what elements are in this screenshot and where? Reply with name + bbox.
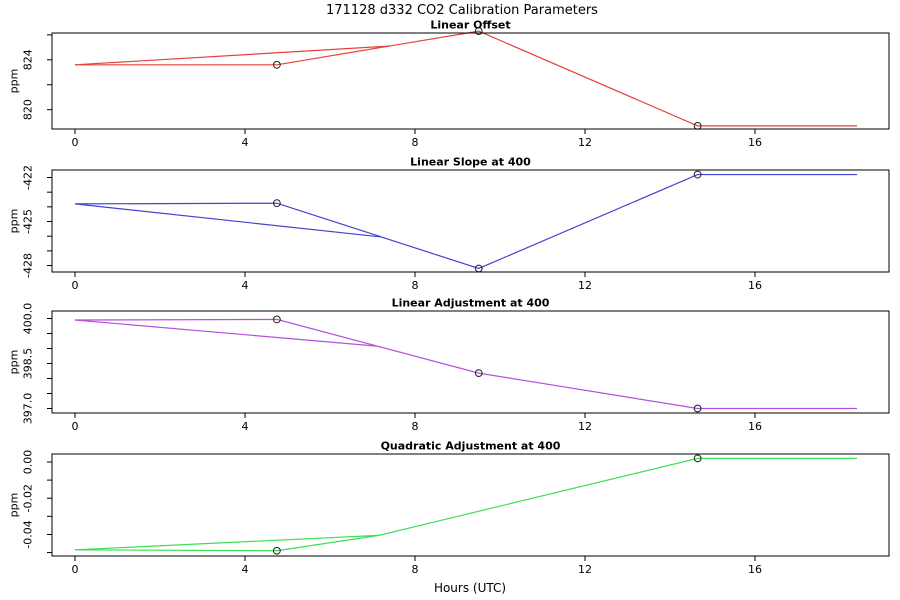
- data-point-marker: [272, 60, 281, 69]
- x-tick-label: 16: [748, 136, 762, 149]
- panel-border: [51, 169, 890, 273]
- y-tick-label: -0.02: [22, 484, 35, 512]
- panel-linear-slope-at-400: Linear Slope at 400 -428 -425 -422 0 4 8 12 16 pp…: [8, 156, 890, 292]
- y-tick-label: -0.04: [22, 520, 35, 548]
- x-tick-label: 0: [72, 420, 79, 433]
- x-tick-label: 8: [412, 136, 419, 149]
- y-tick-label: 0.00: [22, 450, 35, 475]
- x-tick-label: 12: [578, 136, 592, 149]
- panel-linear-offset: Linear Offset 820 824 0 4 8 12 16 ppm: [8, 19, 890, 149]
- panel-border: [51, 32, 890, 130]
- x-tick-label: 12: [578, 563, 592, 576]
- y-tick-label: -425: [22, 209, 35, 234]
- panel-title-linear-slope-at-400: Linear Slope at 400: [410, 156, 531, 169]
- x-tick-label: 4: [242, 563, 249, 576]
- series-fit-through-points-quadratic-adjustment-at-400: [74, 457, 857, 552]
- y-axis-label-linear-slope-at-400: ppm: [8, 209, 21, 234]
- x-tick-label: 8: [412, 563, 419, 576]
- y-tick-label: 398.5: [22, 348, 35, 380]
- y-tick-label: 397.0: [22, 393, 35, 425]
- series-fit-through-points-linear-offset: [75, 30, 857, 127]
- y-axis-label-linear-adjustment-at-400: ppm: [8, 350, 21, 375]
- x-tick-label: 8: [412, 420, 419, 433]
- panel-border: [51, 453, 890, 557]
- x-tick-label: 4: [242, 279, 249, 292]
- data-point-marker: [693, 404, 702, 413]
- series-fit-through-points-linear-slope-at-400: [74, 173, 857, 270]
- x-tick-label: 16: [748, 563, 762, 576]
- x-tick-label: 0: [72, 563, 79, 576]
- series-fit-direct-quadratic-adjustment-at-400: [74, 534, 379, 551]
- panel-linear-adjustment-at-400: Linear Adjustment at 400 397.0 398.5 400.0 0…: [8, 297, 890, 433]
- x-tick-label: 12: [578, 420, 592, 433]
- x-tick-label: 16: [748, 279, 762, 292]
- x-tick-label: 4: [242, 136, 249, 149]
- x-tick-label: 0: [72, 136, 79, 149]
- panel-title-quadratic-adjustment-at-400: Quadratic Adjustment at 400: [381, 440, 561, 453]
- series-fit-direct-linear-slope-at-400: [74, 203, 382, 238]
- y-tick-label: 400.0: [22, 303, 35, 335]
- y-tick-label: -422: [22, 165, 35, 190]
- y-axis-label-quadratic-adjustment-at-400: ppm: [8, 493, 21, 518]
- panel-title-linear-offset: Linear Offset: [430, 19, 510, 32]
- x-tick-label: 16: [748, 420, 762, 433]
- data-point-marker: [474, 369, 483, 378]
- data-point-marker: [272, 199, 281, 208]
- x-tick-label: 8: [412, 279, 419, 292]
- series-fit-through-points-linear-adjustment-at-400: [74, 318, 857, 410]
- y-tick-label: 820: [22, 99, 35, 120]
- data-point-marker: [693, 170, 702, 179]
- panel-border: [51, 310, 890, 414]
- data-point-marker: [272, 315, 281, 324]
- data-point-marker: [474, 27, 483, 36]
- y-axis-label-linear-offset: ppm: [8, 69, 21, 94]
- data-point-marker: [272, 546, 281, 555]
- panel-title-linear-adjustment-at-400: Linear Adjustment at 400: [392, 297, 550, 310]
- y-tick-label: 824: [22, 49, 35, 70]
- x-tick-label: 0: [72, 279, 79, 292]
- y-tick-label: -428: [22, 253, 35, 278]
- figure-title: 171128 d332 CO2 Calibration Parameters: [326, 3, 598, 18]
- panel-quadratic-adjustment-at-400: Quadratic Adjustment at 400 -0.04 -0.02 0.0…: [8, 440, 890, 576]
- data-point-marker: [693, 454, 702, 463]
- series-fit-direct-linear-offset: [74, 45, 390, 66]
- x-tick-label: 4: [242, 420, 249, 433]
- x-tick-label: 12: [578, 279, 592, 292]
- x-axis-label: Hours (UTC): [434, 581, 506, 595]
- series-fit-direct-linear-adjustment-at-400: [74, 319, 377, 347]
